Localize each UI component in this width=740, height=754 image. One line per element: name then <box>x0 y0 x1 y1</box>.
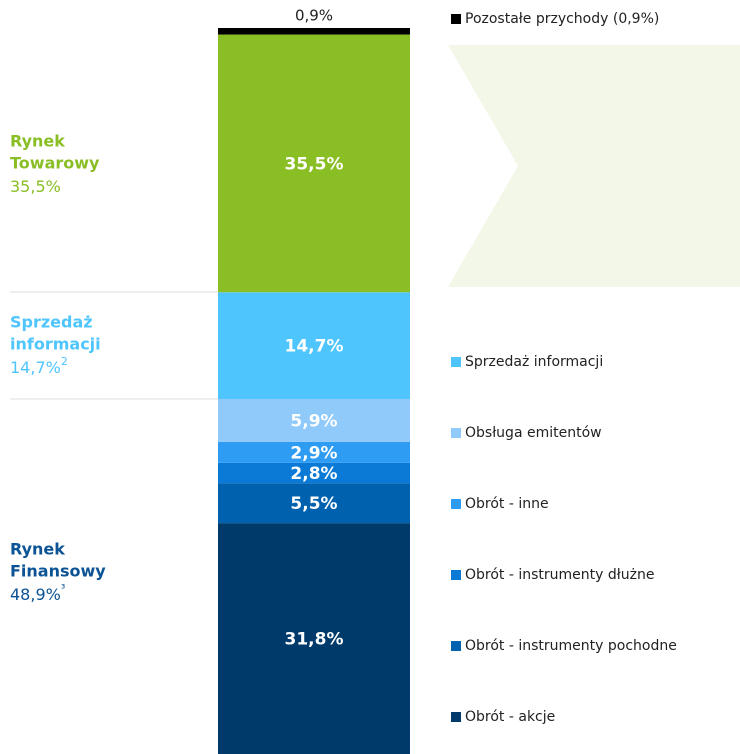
group-note: ³ <box>61 582 65 595</box>
group-value-text: 35,5% <box>10 177 61 196</box>
data-label: 5,9% <box>290 411 337 431</box>
legend-swatch <box>451 641 461 651</box>
group-value-text: 14,7% <box>10 358 61 377</box>
bar-segment <box>218 441 410 463</box>
bar-segment <box>218 398 410 442</box>
group-value: 35,5% <box>10 177 61 196</box>
data-label: 2,9% <box>290 443 337 463</box>
legend-swatch <box>451 357 461 367</box>
legend-label: Obrót - instrumenty dłużne <box>465 567 654 583</box>
bar-segment <box>218 34 410 293</box>
legend-label: Obsługa emitentów <box>465 425 602 441</box>
data-label: 14,7% <box>285 337 344 357</box>
data-label: 35,5% <box>285 154 344 174</box>
group-name: Finansowy <box>10 562 106 581</box>
legend-label: Obrót - instrumenty pochodne <box>465 638 677 654</box>
data-label: 2,8% <box>290 464 337 484</box>
group-name: Rynek <box>10 132 65 151</box>
legend-swatch <box>451 14 461 24</box>
legend-label: Pozostałe przychody (0,9%) <box>465 11 659 27</box>
group-value: 48,9%³ <box>10 582 65 604</box>
bar-segment <box>218 292 410 399</box>
bar-segment <box>218 523 410 754</box>
legend-swatch <box>451 570 461 580</box>
group-value: 14,7%2 <box>10 355 68 377</box>
bar-segment <box>218 462 410 484</box>
group-value-text: 48,9% <box>10 585 61 604</box>
legend-label: Obrót - inne <box>465 496 549 512</box>
legend-swatch <box>451 712 461 722</box>
data-label: 0,9% <box>295 7 333 25</box>
group-name: Rynek <box>10 540 65 559</box>
legend-swatch <box>451 428 461 438</box>
data-label: 5,5% <box>290 494 337 514</box>
group-name: informacji <box>10 335 101 354</box>
chevron <box>448 45 740 287</box>
group-note: 2 <box>61 355 68 368</box>
group-name: Towarowy <box>10 154 100 173</box>
legend-label: Obrót - akcje <box>465 709 555 725</box>
legend-label: Sprzedaż informacji <box>465 354 603 370</box>
legend-swatch <box>451 499 461 509</box>
data-label: 31,8% <box>285 630 344 650</box>
bar-segment <box>218 483 410 524</box>
group-name: Sprzedaż <box>10 313 93 332</box>
bar-segment <box>218 28 410 35</box>
